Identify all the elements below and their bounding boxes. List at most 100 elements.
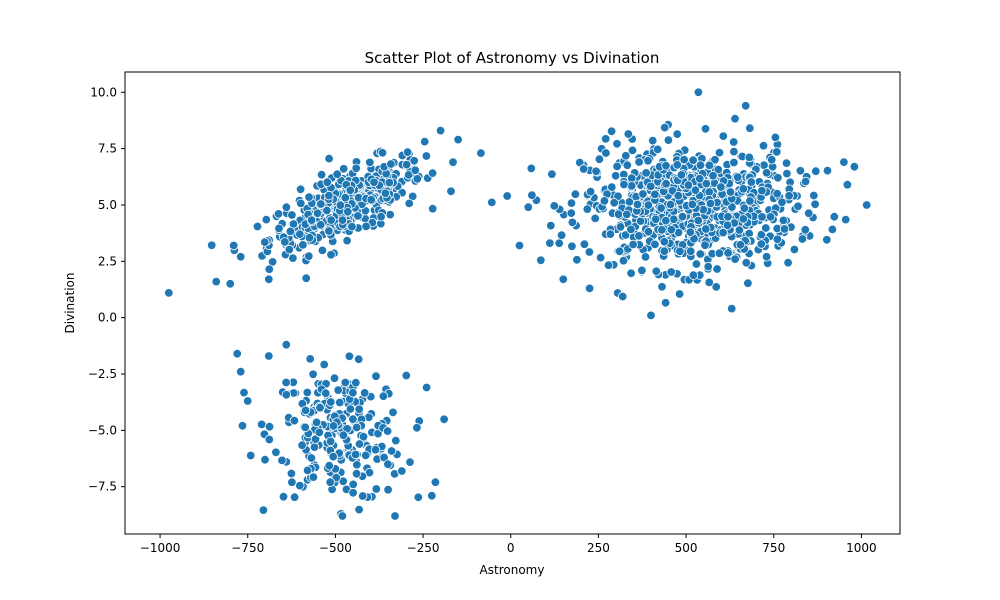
- scatter-point: [705, 198, 716, 209]
- scatter-point: [585, 186, 596, 197]
- scatter-point: [476, 148, 486, 158]
- scatter-point: [421, 151, 432, 161]
- scatter-point: [676, 170, 687, 180]
- scatter-point: [783, 258, 793, 268]
- scatter-point: [765, 212, 776, 222]
- scatter-point: [729, 146, 739, 157]
- y-tick-label: 2.5: [98, 254, 117, 268]
- scatter-point: [784, 191, 794, 201]
- scatter-point: [626, 224, 636, 235]
- scatter-point: [822, 165, 833, 176]
- scatter-point: [211, 276, 221, 287]
- scatter-point: [601, 148, 611, 158]
- scatter-point: [384, 177, 395, 188]
- scatter-point: [286, 468, 297, 479]
- scatter-point: [308, 369, 318, 380]
- scatter-point: [260, 237, 270, 247]
- scatter-point: [614, 246, 625, 257]
- scatter-point: [274, 223, 284, 234]
- scatter-point: [420, 136, 430, 147]
- scatter-point: [295, 480, 305, 491]
- x-tick-label: 500: [675, 541, 698, 555]
- scatter-point: [782, 168, 792, 179]
- scatter-point: [572, 255, 582, 265]
- scatter-point: [264, 264, 275, 274]
- scatter-point: [618, 291, 628, 302]
- scatter-point: [618, 256, 629, 266]
- scatter-point: [622, 209, 632, 220]
- scatter-point: [386, 446, 397, 456]
- scatter-point: [778, 215, 789, 226]
- scatter-point: [329, 373, 340, 383]
- scatter-point: [322, 177, 333, 187]
- scatter-point: [691, 259, 702, 269]
- scatter-point: [795, 166, 806, 176]
- scatter-point: [324, 461, 334, 471]
- scatter-point: [258, 505, 269, 515]
- scatter-point: [772, 147, 782, 157]
- scatter-point: [601, 134, 611, 144]
- scatter-point: [704, 160, 715, 171]
- scatter-point: [358, 491, 368, 501]
- scatter-point: [547, 169, 557, 179]
- scatter-point: [599, 196, 610, 206]
- scatter-point: [800, 176, 811, 187]
- scatter-point: [371, 371, 381, 381]
- scatter-point: [643, 226, 654, 237]
- scatter-point: [337, 511, 348, 521]
- scatter-point: [714, 147, 725, 158]
- scatter-point: [627, 145, 638, 156]
- scatter-point: [714, 248, 725, 258]
- scatter-point: [337, 215, 348, 225]
- x-tick-label: −250: [407, 541, 440, 555]
- scatter-point: [536, 255, 546, 265]
- scatter-point: [609, 198, 619, 208]
- scatter-point: [288, 253, 298, 263]
- scatter-point: [309, 442, 320, 452]
- scatter-point: [660, 298, 671, 308]
- scatter-point: [634, 231, 644, 241]
- scatter-point: [659, 236, 670, 247]
- scatter-point: [767, 155, 777, 165]
- y-tick-label: 0.0: [98, 311, 117, 325]
- scatter-point: [695, 173, 705, 184]
- scatter-point: [743, 278, 753, 288]
- scatter-point: [733, 172, 743, 182]
- scatter-point: [651, 266, 662, 277]
- scatter-point: [428, 203, 438, 214]
- scatter-point: [756, 229, 767, 240]
- scatter-point: [383, 485, 393, 495]
- scatter-point: [582, 204, 593, 214]
- scatter-point: [729, 157, 739, 168]
- y-axis: −7.5 −5.0 −2.5 0.0 2.5 5.0 7.5 10.0: [88, 85, 125, 494]
- x-axis-title: Astronomy: [480, 563, 545, 577]
- scatter-point: [306, 453, 317, 463]
- scatter-point: [402, 147, 413, 157]
- scatter-point: [603, 260, 614, 270]
- scatter-point: [612, 161, 622, 172]
- scatter-point: [328, 421, 339, 431]
- scatter-point: [314, 427, 325, 438]
- scatter-point: [627, 173, 637, 183]
- scatter-point: [651, 214, 661, 225]
- scatter-point: [235, 252, 246, 262]
- scatter-point: [352, 460, 362, 470]
- scatter-point: [527, 190, 537, 200]
- scatter-point: [738, 184, 749, 194]
- scatter-point: [735, 240, 746, 250]
- scatter-point: [661, 215, 671, 226]
- scatter-point: [361, 221, 371, 232]
- scatter-point: [703, 261, 713, 272]
- scatter-point: [361, 450, 371, 461]
- scatter-point: [570, 189, 581, 199]
- scatter-point: [613, 209, 624, 219]
- scatter-point: [641, 168, 651, 178]
- scatter-point: [301, 273, 311, 283]
- scatter-point: [730, 113, 740, 124]
- scatter-point: [653, 144, 663, 155]
- scatter-point: [606, 126, 617, 137]
- scatter-point: [427, 168, 438, 178]
- scatter-point: [669, 214, 679, 225]
- scatter-point: [646, 310, 656, 321]
